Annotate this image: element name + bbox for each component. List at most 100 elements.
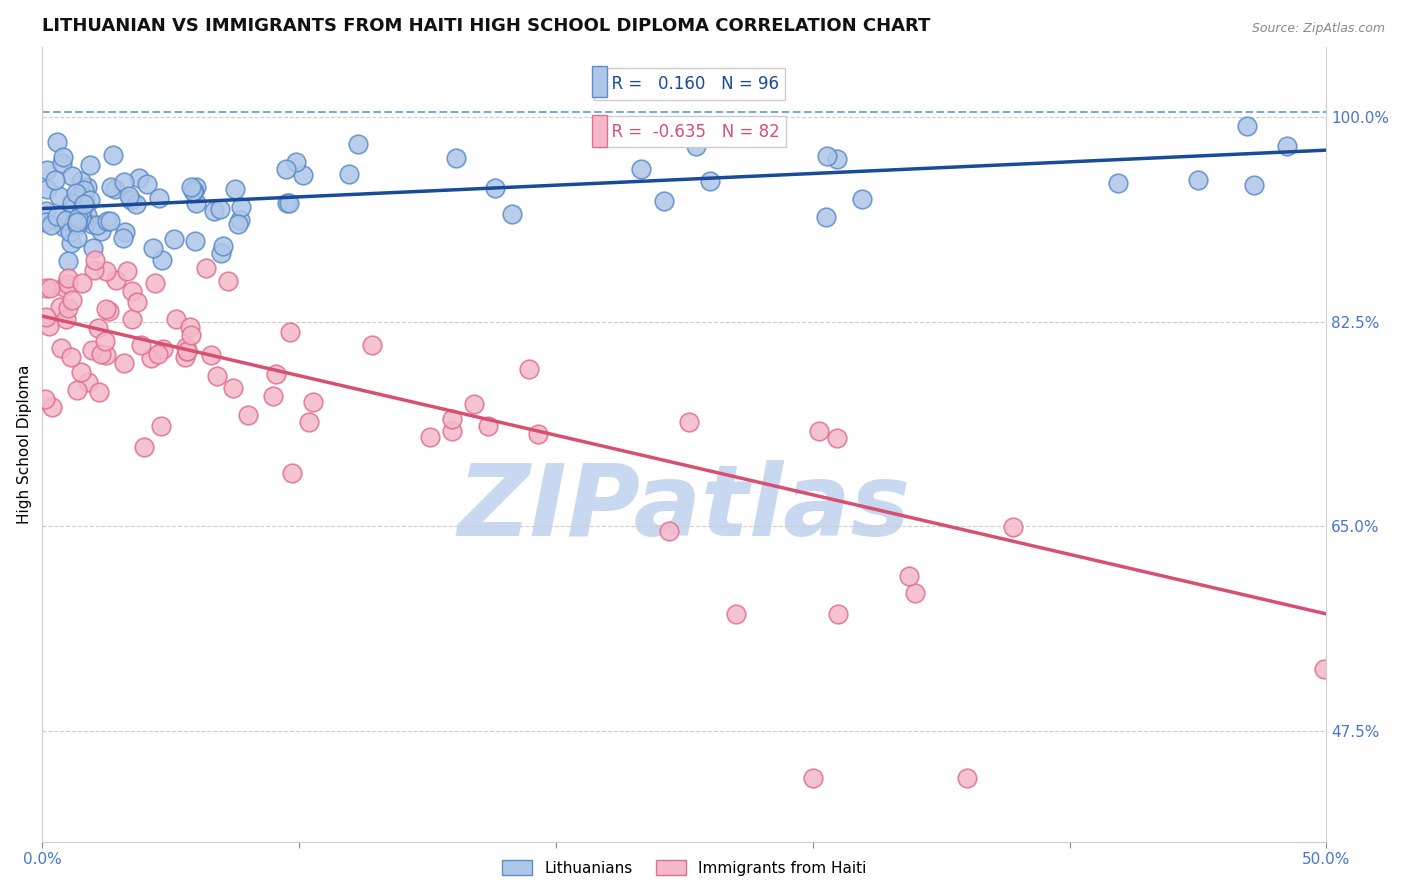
Point: [112, 175, 135, 189]
Point: [35, 280, 58, 294]
Point: [60, 236, 83, 251]
Point: [87, 384, 110, 399]
Point: [526, 427, 548, 442]
Point: [200, 348, 222, 362]
Point: [39, 281, 62, 295]
Point: [121, 285, 143, 299]
Text: LITHUANIAN VS IMMIGRANTS FROM HAITI HIGH SCHOOL DIPLOMA CORRELATION CHART: LITHUANIAN VS IMMIGRANTS FROM HAITI HIGH…: [42, 17, 931, 35]
Point: [815, 149, 838, 163]
Point: [212, 239, 235, 253]
Point: [98, 213, 121, 227]
Point: [825, 152, 848, 166]
Point: [129, 338, 152, 352]
Point: [176, 344, 198, 359]
Point: [52, 150, 75, 164]
Point: [361, 337, 384, 351]
Point: [904, 585, 927, 599]
Point: [46, 135, 69, 149]
Point: [72, 213, 94, 227]
Point: [96, 214, 118, 228]
Point: [37, 182, 59, 196]
Point: [217, 274, 239, 288]
Point: [1277, 139, 1299, 153]
Text: ZIPatlas: ZIPatlas: [458, 459, 911, 557]
Point: [226, 217, 249, 231]
Point: [165, 312, 187, 326]
Point: [231, 201, 253, 215]
Point: [956, 771, 979, 785]
Point: [69, 211, 91, 226]
Legend: Lithuanians, Immigrants from Haiti: Lithuanians, Immigrants from Haiti: [496, 854, 873, 882]
Point: [1243, 178, 1265, 192]
Point: [143, 276, 166, 290]
Point: [276, 161, 298, 176]
Point: [264, 368, 287, 382]
Point: [90, 347, 112, 361]
Point: [56, 271, 79, 285]
Point: [477, 419, 499, 434]
Point: [184, 234, 207, 248]
Point: [825, 431, 848, 445]
Point: [94, 263, 117, 277]
Point: [346, 137, 368, 152]
Point: [276, 196, 298, 211]
Point: [101, 148, 124, 162]
Point: [56, 277, 79, 291]
Point: [79, 158, 101, 172]
Point: [125, 295, 148, 310]
Point: [90, 224, 112, 238]
Point: [38, 319, 60, 334]
Point: [83, 263, 105, 277]
Point: [446, 151, 468, 165]
Y-axis label: High School Diploma: High School Diploma: [17, 365, 32, 524]
Point: [209, 245, 232, 260]
Point: [146, 346, 169, 360]
Point: [70, 276, 93, 290]
Point: [100, 179, 122, 194]
Point: [66, 383, 89, 397]
Point: [62, 201, 84, 215]
Point: [440, 412, 463, 426]
Point: [179, 320, 201, 334]
Point: [1107, 177, 1129, 191]
Point: [291, 168, 314, 182]
Point: [699, 174, 721, 188]
Point: [76, 180, 98, 194]
Point: [97, 304, 120, 318]
Point: [82, 241, 104, 255]
Point: [827, 607, 849, 621]
Point: [180, 180, 202, 194]
Point: [174, 350, 197, 364]
Point: [142, 241, 165, 255]
Point: [66, 211, 89, 225]
Point: [150, 419, 173, 434]
Point: [209, 202, 232, 216]
Point: [66, 215, 89, 229]
Point: [104, 182, 127, 196]
Point: [630, 162, 652, 177]
Point: [51, 341, 73, 355]
Point: [801, 771, 824, 785]
Point: [94, 348, 117, 362]
Point: [685, 139, 707, 153]
Point: [202, 203, 225, 218]
Point: [501, 207, 523, 221]
Point: [1001, 519, 1024, 533]
Point: [224, 182, 246, 196]
Point: [183, 184, 205, 198]
Point: [808, 424, 831, 438]
Point: [484, 180, 506, 194]
Point: [228, 213, 250, 227]
Point: [55, 311, 77, 326]
Point: [44, 173, 66, 187]
Point: [128, 171, 150, 186]
Point: [236, 408, 259, 422]
Point: [79, 194, 101, 208]
Point: [59, 350, 82, 364]
Point: [176, 340, 198, 354]
Point: [60, 293, 83, 307]
Point: [163, 232, 186, 246]
Point: [419, 430, 441, 444]
Point: [34, 310, 56, 325]
Point: [284, 154, 307, 169]
